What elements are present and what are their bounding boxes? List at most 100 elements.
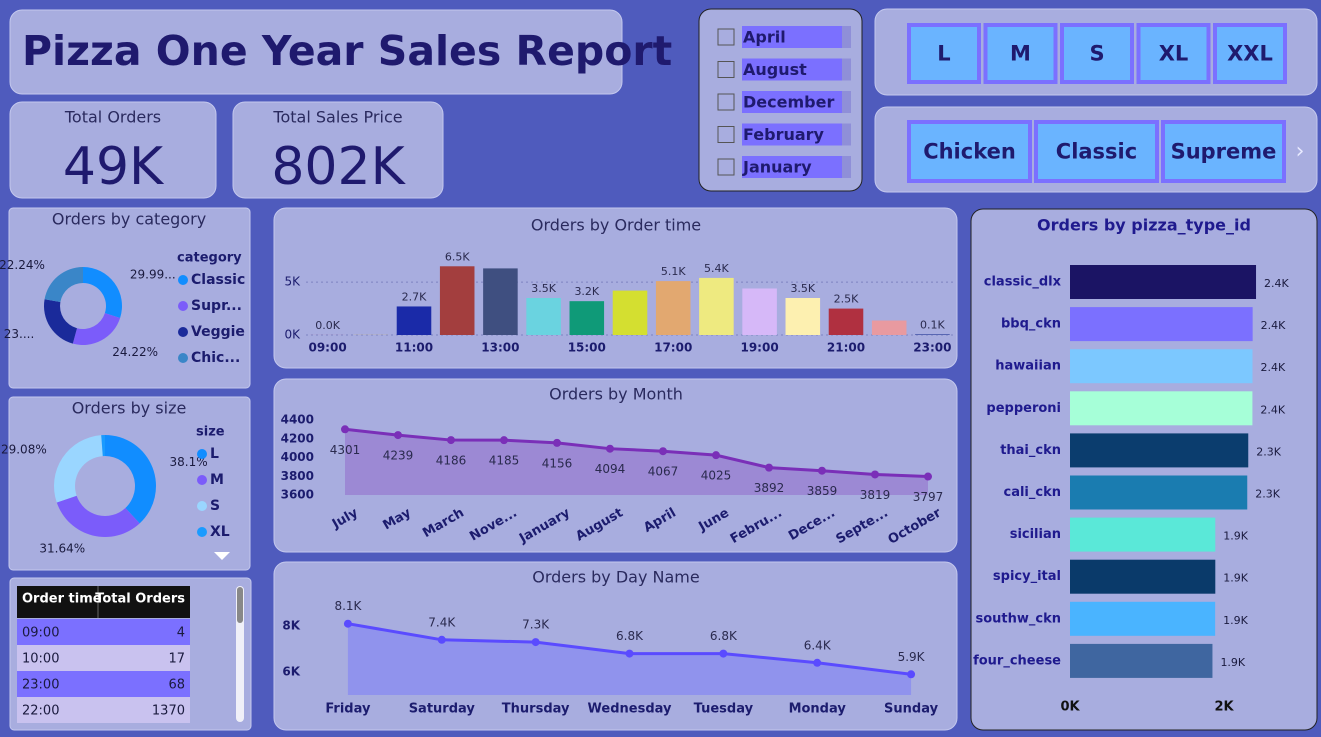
data-label: 5.4K bbox=[704, 262, 729, 275]
slicer-button[interactable] bbox=[1136, 23, 1211, 84]
data-label: 3.5K bbox=[790, 282, 815, 295]
bar bbox=[699, 277, 734, 335]
y-tick-label: 6K bbox=[282, 665, 300, 679]
legend-marker bbox=[197, 449, 207, 459]
chart-panel bbox=[8, 207, 251, 389]
slicer-item[interactable] bbox=[742, 26, 842, 48]
slicer-button[interactable] bbox=[1034, 120, 1159, 183]
bar bbox=[1070, 559, 1216, 594]
slicer-item[interactable] bbox=[742, 91, 842, 113]
legend-title: category bbox=[177, 251, 242, 266]
checkbox[interactable] bbox=[717, 93, 735, 111]
data-label: 3.5K bbox=[531, 282, 556, 295]
table-cell: 17 bbox=[168, 652, 185, 667]
legend-label: Supr... bbox=[191, 298, 242, 314]
bar bbox=[1070, 349, 1253, 384]
table-header-cell: Total Orders bbox=[95, 592, 185, 607]
y-tick-label: 8K bbox=[282, 619, 300, 633]
point bbox=[343, 619, 352, 628]
slicer-button[interactable] bbox=[1060, 23, 1134, 84]
y-tick-label: 0K bbox=[284, 328, 301, 342]
slicer-button-label: Classic bbox=[1056, 140, 1137, 164]
data-label: 6.5K bbox=[445, 250, 470, 263]
slicer-button[interactable] bbox=[1161, 120, 1286, 183]
x-tick-label: 19:00 bbox=[740, 341, 778, 355]
slicer-button[interactable] bbox=[983, 23, 1058, 84]
point bbox=[625, 649, 634, 658]
legend-label: Veggie bbox=[191, 324, 245, 340]
slicer-item[interactable] bbox=[742, 156, 842, 178]
slicer-item[interactable] bbox=[742, 123, 842, 146]
bar bbox=[569, 301, 605, 335]
legend-label: M bbox=[210, 472, 224, 488]
card-panel bbox=[232, 101, 444, 199]
slicer-label: January bbox=[742, 158, 812, 177]
y-tick-label: 4000 bbox=[281, 450, 314, 464]
checkbox[interactable] bbox=[717, 126, 735, 143]
y-tick-label: 3600 bbox=[281, 488, 314, 502]
bar bbox=[396, 306, 432, 335]
y-tick-label: 4400 bbox=[281, 413, 314, 427]
x-tick-label: Saturday bbox=[409, 702, 476, 717]
table-row bbox=[17, 697, 190, 723]
line bbox=[344, 427, 929, 479]
legend-marker bbox=[178, 275, 188, 285]
slicer-button[interactable] bbox=[907, 23, 981, 84]
data-label: 1.9K bbox=[1220, 656, 1245, 669]
x-tick-label: Thursday bbox=[502, 702, 570, 717]
scrollbar-thumb[interactable] bbox=[237, 587, 243, 623]
legend-title: size bbox=[196, 425, 225, 440]
scroll-arrow[interactable]: › bbox=[1296, 139, 1305, 164]
chart-title: Orders by Month bbox=[549, 385, 683, 404]
legend-scroll[interactable] bbox=[214, 552, 230, 560]
legend-label: Chic... bbox=[191, 350, 240, 366]
y-tick-label: pepperoni bbox=[986, 401, 1061, 416]
bar bbox=[742, 288, 777, 335]
checkbox[interactable] bbox=[717, 158, 735, 176]
slicer-button[interactable] bbox=[1213, 23, 1287, 84]
x-tick-label: 13:00 bbox=[481, 341, 519, 355]
data-label: 23.... bbox=[4, 327, 35, 341]
point bbox=[712, 451, 720, 460]
x-tick-label: 23:00 bbox=[913, 341, 951, 355]
y-tick-label: 4200 bbox=[281, 431, 314, 445]
y-tick-label: sicilian bbox=[1010, 527, 1061, 542]
table-row bbox=[17, 645, 190, 671]
y-tick-label: 3800 bbox=[281, 469, 314, 483]
legend-marker bbox=[197, 475, 207, 485]
card-panel bbox=[9, 101, 217, 199]
point bbox=[818, 466, 826, 475]
donut-segment bbox=[43, 299, 77, 344]
slicer-label: April bbox=[743, 28, 786, 47]
legend-marker bbox=[178, 301, 188, 311]
data-label: 7.3K bbox=[522, 618, 550, 632]
card-value: 802K bbox=[271, 137, 406, 197]
slicer-button-label: L bbox=[937, 42, 950, 66]
report-title: Pizza One Year Sales Report bbox=[22, 27, 672, 75]
data-label: 22.24% bbox=[0, 258, 45, 272]
bar bbox=[871, 320, 907, 335]
chart-title: Orders by Day Name bbox=[532, 568, 699, 587]
data-label: 24.22% bbox=[112, 345, 158, 359]
slicer-item[interactable] bbox=[742, 58, 842, 81]
table-cell: 4 bbox=[177, 626, 185, 641]
slicer-button[interactable] bbox=[907, 120, 1032, 183]
x-tick-label: 0K bbox=[1060, 700, 1080, 715]
data-label: 2.4K bbox=[1261, 319, 1286, 332]
data-label: 3819 bbox=[860, 488, 891, 502]
checkbox[interactable] bbox=[717, 28, 735, 46]
point bbox=[813, 658, 822, 667]
data-label: 3.2K bbox=[574, 285, 599, 298]
x-tick-label: Tuesday bbox=[694, 702, 754, 717]
data-label: 5.1K bbox=[661, 265, 686, 278]
checkbox[interactable] bbox=[717, 61, 735, 78]
y-tick-label: hawaiian bbox=[995, 359, 1061, 374]
bar bbox=[483, 268, 518, 335]
data-label: 7.4K bbox=[428, 615, 456, 629]
legend-marker bbox=[178, 327, 188, 337]
slicer-button-label: XL bbox=[1159, 42, 1189, 66]
point bbox=[553, 438, 561, 447]
card-value: 49K bbox=[63, 137, 165, 197]
bar bbox=[1070, 475, 1248, 510]
chart-panel bbox=[8, 396, 251, 571]
